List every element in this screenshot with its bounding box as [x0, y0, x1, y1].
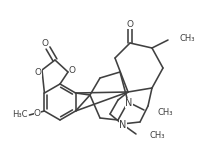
Text: H₃C: H₃C	[12, 109, 27, 118]
Text: N: N	[125, 98, 133, 108]
Text: CH₃: CH₃	[158, 107, 174, 116]
Text: CH₃: CH₃	[180, 34, 196, 43]
Text: O: O	[42, 38, 48, 47]
Text: CH₃: CH₃	[150, 130, 165, 140]
Text: O: O	[34, 67, 42, 77]
Text: N: N	[119, 120, 127, 130]
Text: O: O	[69, 65, 75, 75]
Text: O: O	[127, 20, 133, 28]
Text: O: O	[34, 109, 41, 118]
